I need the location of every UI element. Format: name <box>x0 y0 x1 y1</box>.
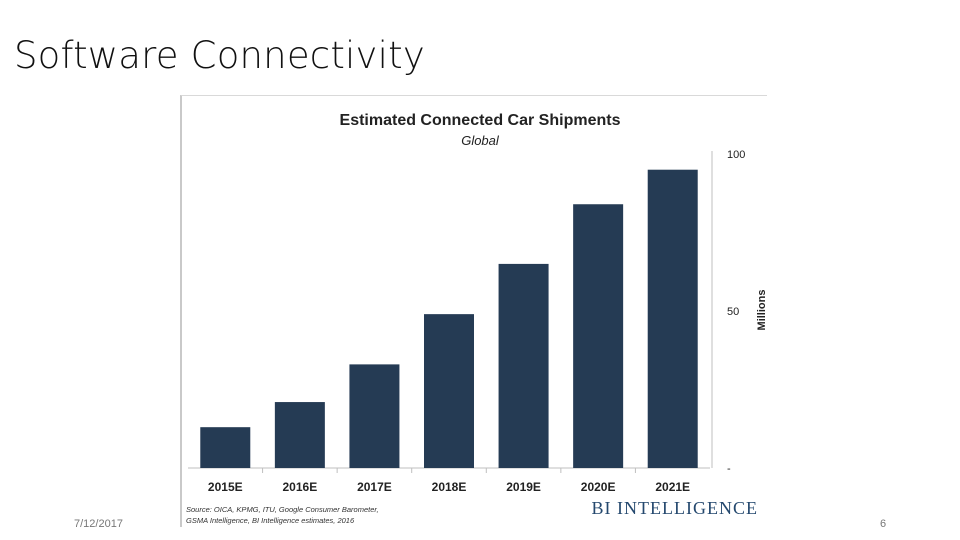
bar-2017E <box>349 364 400 468</box>
chart-title: Estimated Connected Car Shipments <box>340 112 621 129</box>
x-tick-label: 2020E <box>581 480 616 494</box>
x-tick-label: 2017E <box>357 480 392 494</box>
bar-2019E <box>498 263 549 468</box>
bar-2018E <box>424 314 474 468</box>
page-number: 6 <box>880 518 887 530</box>
source-note-line-1: Source: OICA, KPMG, ITU, Google Consumer… <box>186 505 379 514</box>
y-tick-label: 50 <box>727 306 739 318</box>
x-tick-label: 2015E <box>208 480 243 494</box>
bar-2021E <box>647 169 698 468</box>
bar-2015E <box>200 427 251 468</box>
x-tick-label: 2019E <box>506 480 541 494</box>
chart-panel: Estimated Connected Car Shipments Global… <box>180 95 767 527</box>
slide-title: Software Connectivity <box>14 34 425 77</box>
source-note-line-2: GSMA Intelligence, BI Intelligence estim… <box>186 516 355 525</box>
y-axis-title: Millions <box>756 290 767 331</box>
footer-date: 7/12/2017 <box>74 518 123 530</box>
bar-2020E <box>573 204 624 468</box>
bar-chart: Estimated Connected Car Shipments Global… <box>186 112 767 525</box>
chart-subtitle: Global <box>461 133 500 148</box>
y-tick-label: - <box>727 463 731 475</box>
x-tick-label: 2021E <box>655 480 690 494</box>
brand-logo: BI INTELLIGENCE <box>592 498 758 518</box>
y-tick-label: 100 <box>727 149 745 161</box>
x-tick-label: 2016E <box>283 480 318 494</box>
bar-2016E <box>274 402 325 468</box>
x-tick-label: 2018E <box>432 480 467 494</box>
